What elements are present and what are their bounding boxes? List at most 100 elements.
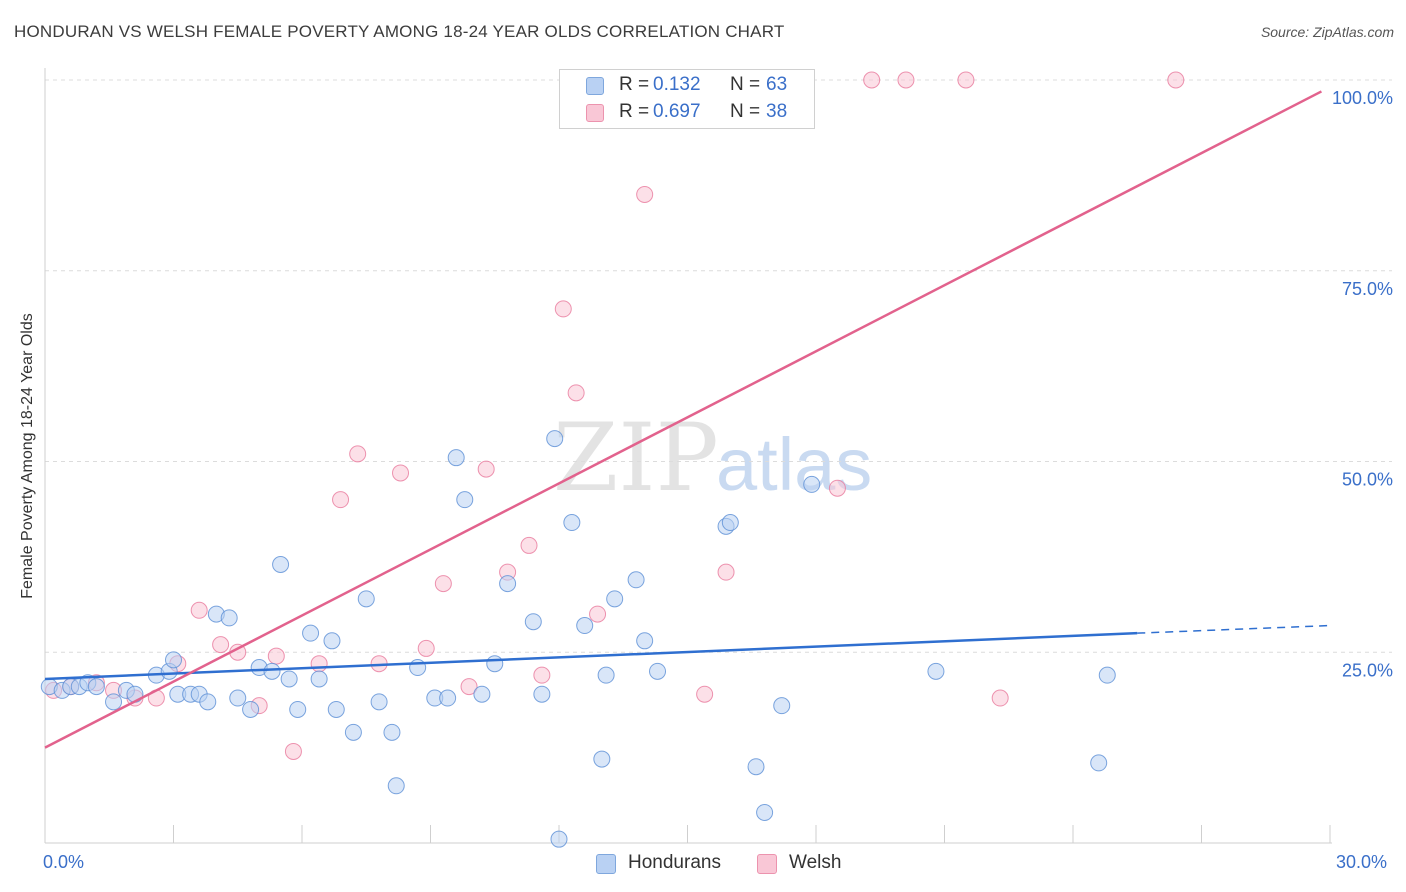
honduran-point — [927, 662, 945, 680]
source-credit: Source: ZipAtlas.com — [1260, 24, 1394, 40]
gridlines — [45, 79, 1392, 653]
honduran-trend-line — [44, 631, 1138, 681]
honduran-point — [533, 685, 551, 703]
welsh-point — [717, 563, 735, 581]
honduran-point — [1090, 754, 1108, 772]
honduran-point — [456, 491, 474, 509]
welsh-point — [267, 647, 285, 665]
welsh-point — [897, 71, 915, 89]
honduran-point — [165, 651, 182, 669]
n-value: 38 — [766, 101, 788, 122]
welsh-point — [310, 655, 328, 673]
honduran-point — [473, 685, 491, 703]
n-label: N = — [730, 101, 761, 122]
honduran-point — [747, 758, 765, 776]
stats-box: R = 0.132 N = 63 R = 0.697 N = 38 — [559, 69, 815, 129]
r-value: 0.697 — [653, 101, 701, 122]
welsh-point — [417, 639, 435, 657]
watermark-zip: ZIP — [553, 404, 719, 513]
honduran-point — [105, 693, 123, 711]
honduran-points — [40, 430, 1116, 848]
honduran-point — [1098, 666, 1116, 684]
chart-title: HONDURAN VS WELSH FEMALE POVERTY AMONG 1… — [14, 22, 785, 41]
honduran-point — [357, 590, 375, 608]
honduran-point — [606, 590, 624, 608]
y-tick-labels: 25.0% 50.0% 75.0% 100.0% — [1332, 88, 1393, 680]
trend-lines — [44, 90, 1331, 749]
r-label: R = — [619, 101, 650, 122]
honduran-point — [289, 700, 307, 718]
welsh-point — [284, 742, 302, 760]
welsh-point — [332, 491, 350, 509]
honduran-point — [563, 514, 581, 532]
welsh-point — [477, 460, 495, 478]
x-tick-min: 0.0% — [43, 852, 85, 872]
welsh-point — [957, 71, 975, 89]
watermark-atlas: atlas — [716, 423, 872, 506]
welsh-swatch — [586, 104, 604, 122]
honduran-point — [593, 750, 611, 768]
y-tick-label: 25.0% — [1342, 660, 1393, 680]
welsh-legend-swatch — [757, 854, 777, 874]
welsh-point — [554, 300, 572, 318]
honduran-point — [327, 700, 345, 718]
y-tick-label: 100.0% — [1332, 88, 1393, 108]
honduran-point — [229, 689, 247, 707]
welsh-point — [349, 445, 367, 463]
honduran-point — [546, 430, 564, 448]
honduran-point — [383, 723, 401, 741]
y-tick-label: 50.0% — [1342, 470, 1393, 490]
welsh-point — [520, 536, 538, 554]
hondurans-swatch — [586, 77, 604, 95]
honduran-trend-extension — [1137, 624, 1331, 634]
honduran-point — [280, 670, 298, 688]
welsh-point — [696, 685, 714, 703]
welsh-point — [567, 384, 585, 402]
honduran-point — [756, 803, 774, 821]
honduran-point — [499, 575, 517, 593]
honduran-point — [272, 556, 290, 574]
legend-label: Hondurans — [628, 852, 721, 873]
welsh-point — [460, 678, 478, 696]
honduran-point — [524, 613, 542, 631]
honduran-point — [447, 449, 465, 467]
n-label: N = — [730, 74, 761, 95]
welsh-trend-line — [44, 90, 1323, 749]
n-value: 63 — [766, 74, 788, 95]
honduran-point — [87, 678, 105, 696]
honduran-point — [302, 624, 320, 642]
x-tick-max: 30.0% — [1336, 852, 1388, 872]
welsh-point — [589, 605, 607, 623]
honduran-point — [323, 632, 341, 650]
r-label: R = — [619, 74, 650, 95]
honduran-point — [344, 723, 362, 741]
honduran-point — [721, 514, 739, 532]
hondurans-legend-swatch — [596, 854, 616, 874]
honduran-point — [370, 693, 388, 711]
honduran-point — [597, 666, 615, 684]
honduran-point — [803, 475, 821, 493]
honduran-point — [773, 697, 791, 715]
honduran-point — [649, 662, 667, 680]
welsh-point — [533, 666, 551, 684]
welsh-point — [434, 575, 452, 593]
welsh-point — [828, 479, 846, 497]
welsh-point — [863, 71, 881, 89]
legend-label: Welsh — [789, 852, 842, 873]
watermark: ZIP atlas — [553, 404, 872, 513]
welsh-point — [190, 601, 208, 619]
honduran-point — [387, 777, 405, 795]
welsh-point — [1167, 71, 1185, 89]
welsh-point — [636, 185, 654, 203]
r-value: 0.132 — [653, 74, 701, 95]
welsh-point — [991, 689, 1009, 707]
honduran-point — [576, 617, 594, 635]
welsh-point — [212, 636, 230, 654]
honduran-point — [550, 830, 568, 848]
honduran-point — [199, 693, 217, 711]
honduran-point — [636, 632, 654, 650]
honduran-point — [627, 571, 645, 589]
honduran-point — [263, 662, 281, 680]
honduran-point — [310, 670, 328, 688]
